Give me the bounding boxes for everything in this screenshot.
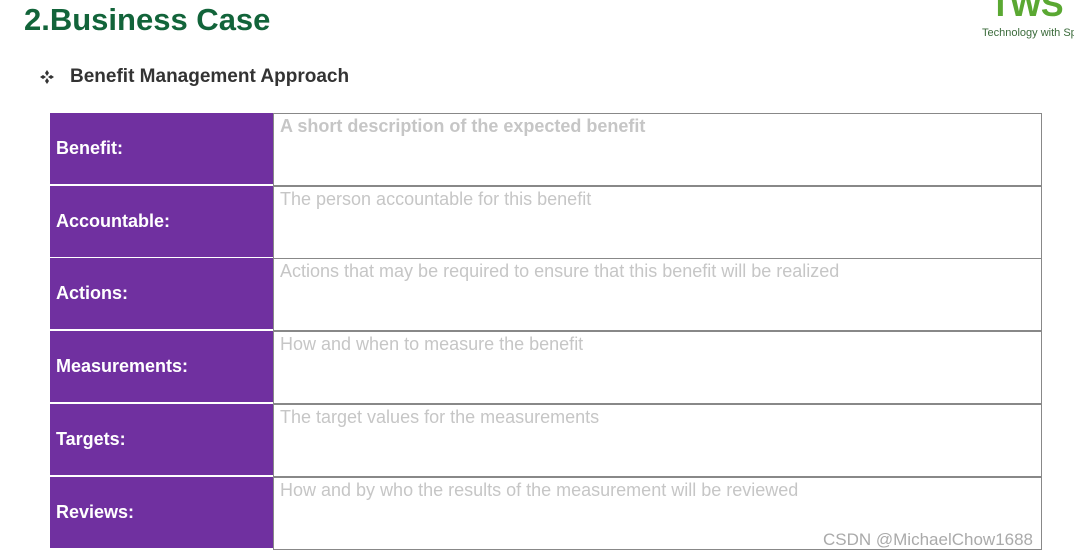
- section-heading: Benefit Management Approach: [70, 66, 350, 87]
- row-label: Benefit:: [50, 113, 273, 184]
- row-label: Actions:: [50, 258, 273, 330]
- row-label: Reviews:: [50, 476, 273, 548]
- table-row: Measurements: How and when to measure the…: [50, 331, 1042, 405]
- row-label: Measurements:: [50, 331, 273, 403]
- row-label: Targets:: [50, 403, 273, 475]
- table-row: Benefit: A short description of the expec…: [50, 113, 1042, 186]
- logo-tagline: Technology with Spir: [982, 27, 1074, 39]
- slide-title: 2.Business Case: [24, 2, 271, 37]
- table-row: Accountable: The person accountable for t…: [50, 185, 1042, 259]
- row-description: The target values for the measurements: [273, 403, 1042, 477]
- row-description: A short description of the expected bene…: [273, 113, 1042, 186]
- row-label: Accountable:: [50, 185, 273, 257]
- table-row: Actions: Actions that may be required to …: [50, 258, 1042, 332]
- table-row: Reviews: How and by who the results of th…: [50, 476, 1042, 550]
- table-row: Targets: The target values for the measur…: [50, 403, 1042, 477]
- watermark: CSDN @MichaelChow1688: [823, 530, 1034, 549]
- row-description: The person accountable for this benefit: [273, 185, 1042, 259]
- bullet-icon: [40, 70, 54, 84]
- row-description: How and by who the results of the measur…: [273, 476, 1042, 550]
- row-description: How and when to measure the benefit: [273, 331, 1042, 405]
- logo: TWS: [990, 0, 1064, 24]
- row-description: Actions that may be required to ensure t…: [273, 258, 1042, 332]
